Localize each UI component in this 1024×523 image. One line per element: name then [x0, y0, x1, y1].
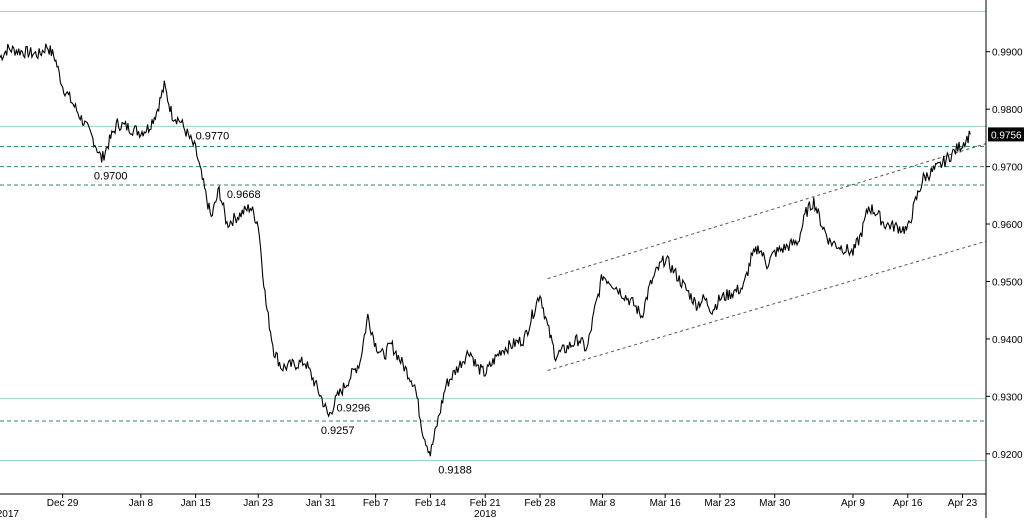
level-label: 0.9700 — [94, 171, 128, 183]
x-tick-label: Apr 16 — [893, 498, 923, 509]
y-tick-label: 0.9400 — [992, 335, 1023, 346]
x-tick-label: Feb 21 — [470, 498, 502, 509]
year-label: 2018 — [474, 509, 497, 518]
last-value-label: 0.9756 — [991, 130, 1022, 141]
level-label: 0.9770 — [196, 130, 230, 142]
y-tick-label: 0.9300 — [992, 392, 1023, 403]
x-tick-label: Mar 30 — [759, 498, 791, 509]
x-tick-label: Mar 8 — [590, 498, 616, 509]
x-tick-label: Mar 16 — [650, 498, 682, 509]
channel-line — [547, 143, 987, 280]
x-tick-label: Jan 23 — [243, 498, 273, 509]
x-tick-label: Jan 15 — [181, 498, 211, 509]
x-tick-label: Feb 14 — [415, 498, 447, 509]
horizontal-levels — [0, 10, 986, 462]
level-label: 0.9188 — [438, 465, 472, 477]
x-tick-label: Apr 23 — [948, 498, 978, 509]
y-tick-label: 0.9800 — [992, 105, 1023, 116]
price-series — [0, 43, 971, 457]
x-tick-label: Jan 8 — [129, 498, 154, 509]
x-tick-label: Feb 28 — [524, 498, 556, 509]
y-tick-label: 0.9700 — [992, 163, 1023, 174]
y-tick-label: 0.9200 — [992, 450, 1023, 461]
y-tick-label: 0.9900 — [992, 48, 1023, 59]
series-line — [0, 43, 971, 457]
y-tick-label: 0.9600 — [992, 220, 1023, 231]
level-labels: 0.9770 0.9700 0.9668 0.9296 0.9257 0.9188 — [94, 130, 472, 476]
x-tick-label: Jan 31 — [306, 498, 336, 509]
x-tick-label: Dec 29 — [47, 498, 79, 509]
level-label: 0.9296 — [336, 403, 370, 415]
x-tick-label: Apr 9 — [841, 498, 865, 509]
year-label: 2017 — [0, 509, 19, 518]
x-tick-label: Mar 23 — [704, 498, 736, 509]
channel-line — [547, 240, 987, 371]
last-value-badge — [988, 127, 1024, 142]
level-label: 0.9668 — [227, 189, 261, 201]
y-tick-label: 0.9500 — [992, 277, 1023, 288]
level-label: 0.9257 — [321, 425, 355, 437]
x-tick-label: Feb 7 — [363, 498, 389, 509]
trend-channel — [547, 143, 987, 371]
